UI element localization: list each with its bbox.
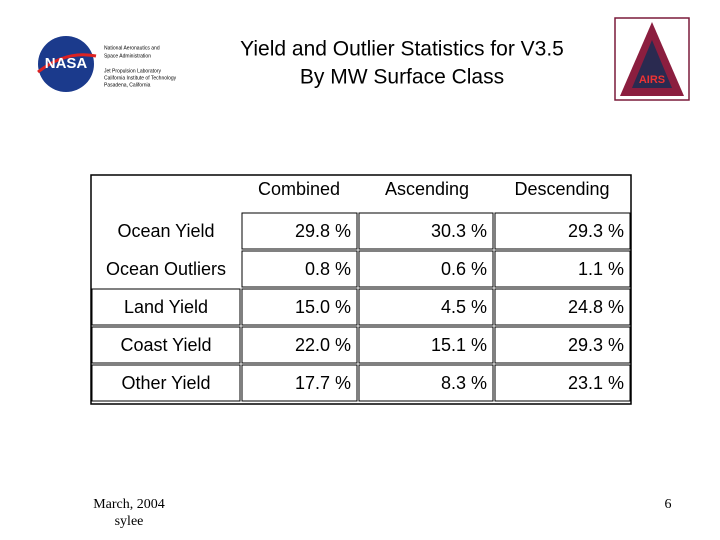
cell-border (241, 326, 358, 364)
cell-border (91, 364, 241, 402)
nasa-logo (38, 36, 94, 92)
title-line: By MW Surface Class (300, 66, 504, 89)
cell-border (494, 288, 631, 326)
cell-border (241, 364, 358, 402)
table-cell: 24.8 % (568, 297, 624, 317)
cell-border (358, 288, 494, 326)
nasa-swoosh (37, 53, 97, 74)
nasa-text: NASA (45, 55, 88, 72)
table-cell: 0.8 % (305, 259, 351, 279)
cell-border (358, 212, 494, 250)
cell-border (358, 250, 494, 288)
table-cell: 4.5 % (441, 297, 487, 317)
table: Combined Ascending Descending Ocean Yield 29… (90, 174, 632, 405)
table-cell: 15.0 % (295, 297, 351, 317)
row-label: Other Yield (121, 373, 210, 393)
row-label: Land Yield (124, 297, 208, 317)
table-cell: 22.0 % (295, 335, 351, 355)
airs-text: AIRS (639, 74, 665, 86)
agency-line: National Aeronautics and (104, 45, 160, 51)
cell-border (358, 326, 494, 364)
cell-border (241, 288, 358, 326)
cell-border (241, 250, 358, 288)
page-number: 6 (665, 497, 672, 512)
table-cell: 29.8 % (295, 221, 351, 241)
cell-border (494, 212, 631, 250)
row-label: Ocean Outliers (106, 259, 226, 279)
row-label: Ocean Yield (117, 221, 214, 241)
row-label: Coast Yield (120, 335, 211, 355)
airs-inner (632, 40, 672, 88)
lab-line: Pasadena, California (104, 82, 151, 88)
footer-date: March, 2004 (93, 497, 165, 512)
lab-line: California Institute of Technology (104, 75, 177, 81)
table-cell: 8.3 % (441, 373, 487, 393)
cell-border (494, 326, 631, 364)
cell-border (91, 288, 241, 326)
agency-line: Space Administration (104, 53, 151, 59)
table-cell: 17.7 % (295, 373, 351, 393)
column-header: Combined (258, 179, 340, 199)
table-cell: 15.1 % (431, 335, 487, 355)
table-cell: 30.3 % (431, 221, 487, 241)
cell-border (494, 364, 631, 402)
table-cell: 23.1 % (568, 373, 624, 393)
footer-author: sylee (115, 514, 144, 529)
lab-line: Jet Propulsion Laboratory (104, 68, 161, 74)
table-cell: 0.6 % (441, 259, 487, 279)
table-cell: 29.3 % (568, 335, 624, 355)
cell-border (241, 212, 358, 250)
table-cell: 1.1 % (578, 259, 624, 279)
title-line: Yield and Outlier Statistics for V3.5 (240, 38, 564, 61)
cell-border (358, 364, 494, 402)
cell-border (494, 250, 631, 288)
table-cell: 29.3 % (568, 221, 624, 241)
column-header: Ascending (385, 179, 469, 199)
column-header: Descending (514, 179, 609, 199)
cell-border (91, 326, 241, 364)
table-border (90, 174, 632, 405)
